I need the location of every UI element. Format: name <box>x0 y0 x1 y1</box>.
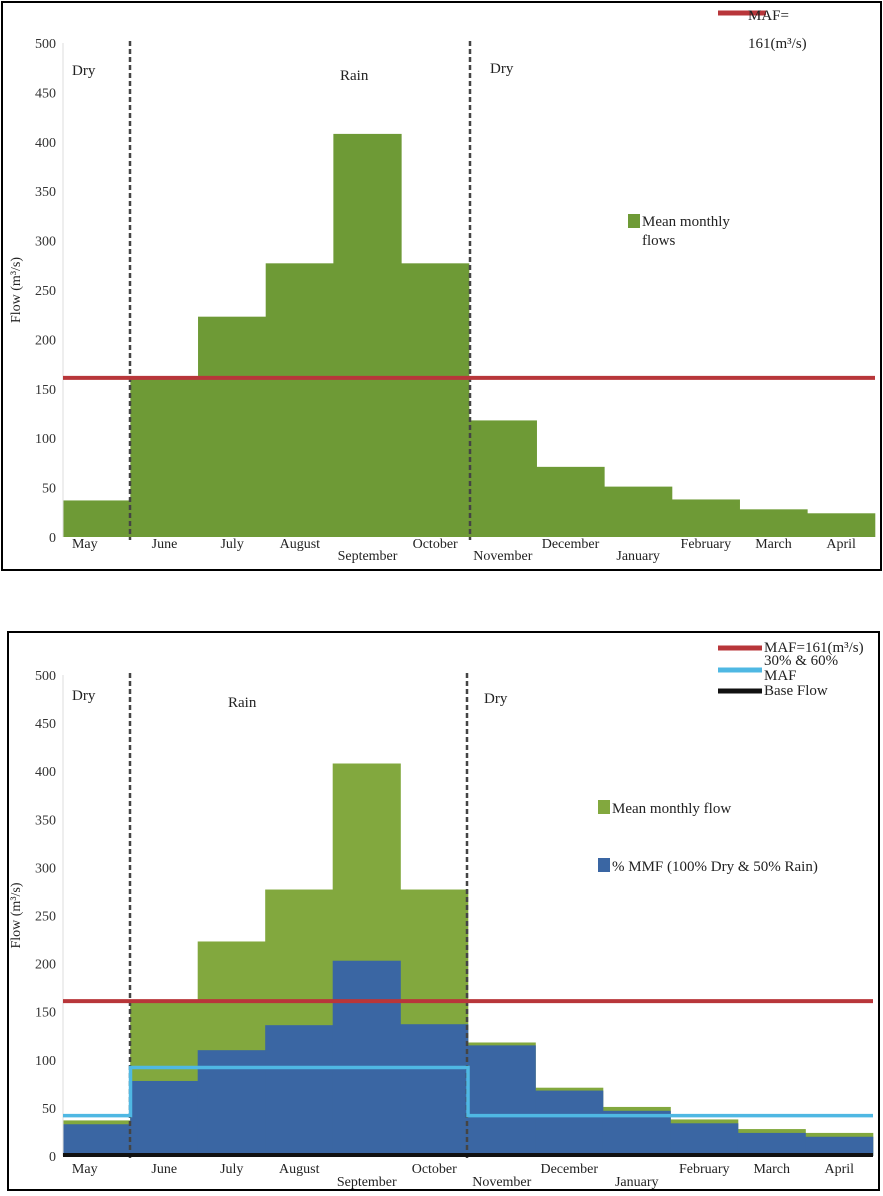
bar-november-series-2 <box>467 1045 536 1156</box>
x-tick-label: October <box>412 1162 457 1177</box>
x-tick-label: July <box>220 1162 243 1177</box>
y-tick-label: 100 <box>35 1054 56 1069</box>
y-tick-label: 500 <box>35 669 56 684</box>
y-tick-label: 450 <box>35 86 56 101</box>
y-tick-label: 0 <box>49 1150 56 1165</box>
bar-march-series-2 <box>737 1132 806 1156</box>
legend-label: Mean monthly flow <box>612 801 731 817</box>
x-tick-label: March <box>753 1162 790 1177</box>
x-tick-label: January <box>615 1175 659 1190</box>
bar-june-series-2 <box>130 1080 199 1156</box>
bar-february-series-1 <box>671 499 740 537</box>
legend-label: Base Flow <box>764 683 828 699</box>
y-tick-label: 200 <box>35 333 56 348</box>
x-tick-label: March <box>755 537 792 552</box>
legend-swatch <box>598 800 610 814</box>
x-tick-label: June <box>151 1162 177 1177</box>
season-label: Rain <box>228 695 257 711</box>
bar-november-series-1 <box>468 420 537 537</box>
y-tick-label: 150 <box>35 1006 56 1021</box>
x-tick-label: December <box>540 1162 598 1177</box>
legend-label: MAF=161(m³/s) <box>764 640 864 656</box>
bar-january-series-1 <box>604 486 673 537</box>
y-tick-label: 50 <box>42 482 56 497</box>
y-tick-label: 250 <box>35 910 56 925</box>
season-label: Rain <box>340 68 369 84</box>
x-tick-label: April <box>826 537 856 552</box>
bar-february-series-2 <box>670 1123 739 1156</box>
bar-october-series-2 <box>400 1024 469 1156</box>
line-30-60-maf <box>63 1065 873 1118</box>
legend-label: flows <box>642 233 675 249</box>
x-tick-label: September <box>337 1175 397 1190</box>
legend-label: 161(m³/s) <box>748 36 807 52</box>
bar-january-series-2 <box>602 1110 671 1156</box>
y-tick-label: 450 <box>35 717 56 732</box>
x-tick-label: August <box>280 537 321 552</box>
bar-september-series-2 <box>332 960 401 1156</box>
x-tick-label: May <box>72 537 98 552</box>
x-tick-label: September <box>338 549 398 564</box>
y-tick-label: 350 <box>35 185 56 200</box>
y-tick-label: 400 <box>35 136 56 151</box>
x-tick-label: October <box>413 537 458 552</box>
x-tick-label: November <box>472 1175 531 1190</box>
bar-october-series-1 <box>401 263 470 537</box>
chart-1: 0 50 100 150 200 250 300 350 400 450 500 Flow (m³/s… <box>1 1 882 571</box>
legend-label: MAF <box>764 668 797 684</box>
bar-march-series-1 <box>739 509 808 537</box>
bar-july-series-1 <box>198 316 267 537</box>
y-tick-label: 200 <box>35 958 56 973</box>
bar-august-series-1 <box>265 263 334 537</box>
x-tick-label: July <box>220 537 243 552</box>
bar-may-series-1 <box>62 500 131 537</box>
x-tick-label: December <box>542 537 600 552</box>
y-tick-label: 50 <box>42 1102 56 1117</box>
y-tick-label: 300 <box>35 235 56 250</box>
bar-december-series-2 <box>535 1090 604 1156</box>
x-tick-label: June <box>152 537 178 552</box>
season-label: Dry <box>72 63 96 79</box>
x-tick-label: August <box>279 1162 320 1177</box>
x-tick-label: January <box>616 549 660 564</box>
y-tick-label: 500 <box>35 37 56 52</box>
y-tick-label: 350 <box>35 813 56 828</box>
y-axis-label: Flow (m³/s) <box>9 882 24 948</box>
legend-swatch <box>598 858 610 872</box>
bar-september-series-1 <box>333 133 402 537</box>
y-tick-label: 150 <box>35 383 56 398</box>
legend-label: Mean monthly <box>642 214 730 230</box>
chart-2: 0 50 100 150 200 250 300 350 400 450 500 Flow (m³/s… <box>7 631 880 1191</box>
legend-label: 30% & 60% <box>764 653 838 669</box>
y-tick-label: 300 <box>35 861 56 876</box>
bar-august-series-2 <box>265 1025 334 1156</box>
y-tick-label: 250 <box>35 284 56 299</box>
bar-april-series-1 <box>807 513 876 537</box>
legend-label: MAF= <box>748 8 789 24</box>
x-tick-label: November <box>473 549 532 564</box>
bar-june-series-1 <box>130 377 199 537</box>
bar-april-series-2 <box>805 1136 874 1156</box>
x-tick-label: February <box>679 1162 730 1177</box>
y-tick-label: 100 <box>35 432 56 447</box>
legend-label: % MMF (100% Dry & 50% Rain) <box>612 859 818 875</box>
y-axis-label: Flow (m³/s) <box>9 257 24 323</box>
y-tick-label: 0 <box>49 531 56 546</box>
season-label: Dry <box>484 691 508 707</box>
x-tick-label: February <box>681 537 732 552</box>
season-label: Dry <box>72 688 96 704</box>
x-tick-label: April <box>824 1162 854 1177</box>
bar-may-series-2 <box>62 1124 131 1156</box>
y-tick-label: 400 <box>35 765 56 780</box>
x-tick-label: May <box>72 1162 98 1177</box>
bar-december-series-1 <box>536 466 605 537</box>
season-label: Dry <box>490 61 514 77</box>
legend-swatch <box>628 214 640 228</box>
